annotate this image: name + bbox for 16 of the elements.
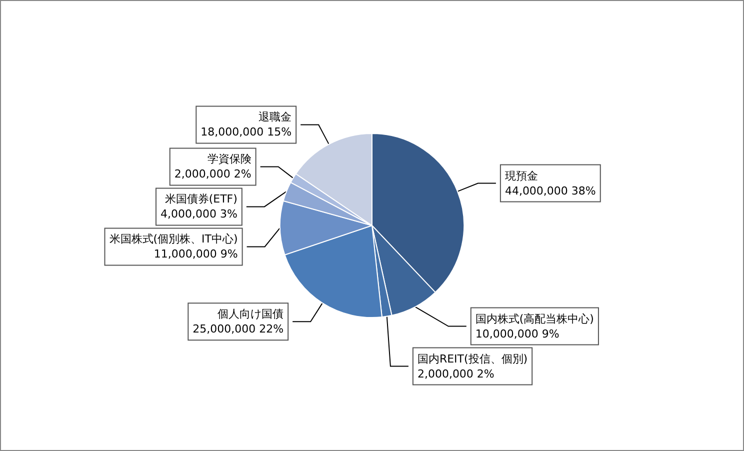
data-label: 11,000,000 9% [154, 248, 238, 261]
slice-label: 米国債券(ETF) [164, 192, 238, 206]
data-label: 2,000,000 2% [174, 168, 252, 181]
slice-label: 退職金 [258, 110, 292, 124]
data-label: 2,000,000 2% [417, 367, 494, 380]
slice-label: 国内REIT(投信、個別) [417, 352, 528, 366]
slice-label: 米国株式(個別株、IT中心) [109, 232, 238, 246]
data-label: 18,000,000 15% [200, 126, 292, 139]
data-label: 10,000,000 9% [475, 327, 560, 340]
slice-label: 学資保険 [207, 152, 252, 166]
data-label: 25,000,000 22% [192, 322, 284, 336]
data-label: 4,000,000 3% [160, 208, 238, 221]
slice-label: 個人向け国債 [218, 308, 284, 321]
data-label: 44,000,000 38% [504, 184, 596, 198]
slice-label: 現預金 [504, 169, 538, 182]
slice-label: 国内株式(高配当株中心) [475, 312, 594, 326]
